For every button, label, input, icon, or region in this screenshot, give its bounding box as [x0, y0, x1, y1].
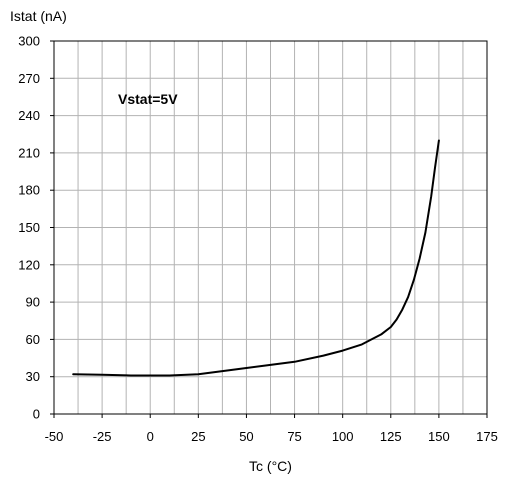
y-tick-label: 270 [18, 71, 40, 86]
series-layer [72, 139, 440, 377]
x-tick-label: -50 [45, 429, 64, 444]
y-axis-title: Istat (nA) [10, 8, 67, 24]
y-tick-label: 120 [18, 257, 40, 272]
y-tick-label: 90 [26, 295, 40, 310]
y-tick-label: 240 [18, 108, 40, 123]
y-tick-label: 300 [18, 34, 40, 49]
y-tick-label: 180 [18, 183, 40, 198]
y-tick-label: 30 [26, 369, 40, 384]
annotation-label: Vstat=5V [118, 91, 178, 107]
x-tick-label: 125 [380, 429, 402, 444]
y-axis-ticks: 0 30 60 90 120 150 180 210 240 270 300 [18, 34, 54, 422]
y-tick-label: 210 [18, 145, 40, 160]
series-line [72, 139, 440, 377]
y-tick-label: 150 [18, 220, 40, 235]
x-tick-label: 75 [287, 429, 301, 444]
x-tick-label: 150 [428, 429, 450, 444]
x-tick-label: 25 [191, 429, 205, 444]
x-axis-title: Tc (°C) [249, 458, 292, 474]
grid [54, 41, 487, 414]
x-axis-ticks: -50 -25 0 25 50 75 100 125 150 175 [45, 414, 498, 444]
x-tick-label: 100 [332, 429, 354, 444]
x-tick-label: 175 [476, 429, 498, 444]
x-tick-label: 0 [147, 429, 154, 444]
x-tick-label: -25 [93, 429, 112, 444]
y-tick-label: 60 [26, 332, 40, 347]
x-tick-label: 50 [239, 429, 253, 444]
y-tick-label: 0 [33, 407, 40, 422]
